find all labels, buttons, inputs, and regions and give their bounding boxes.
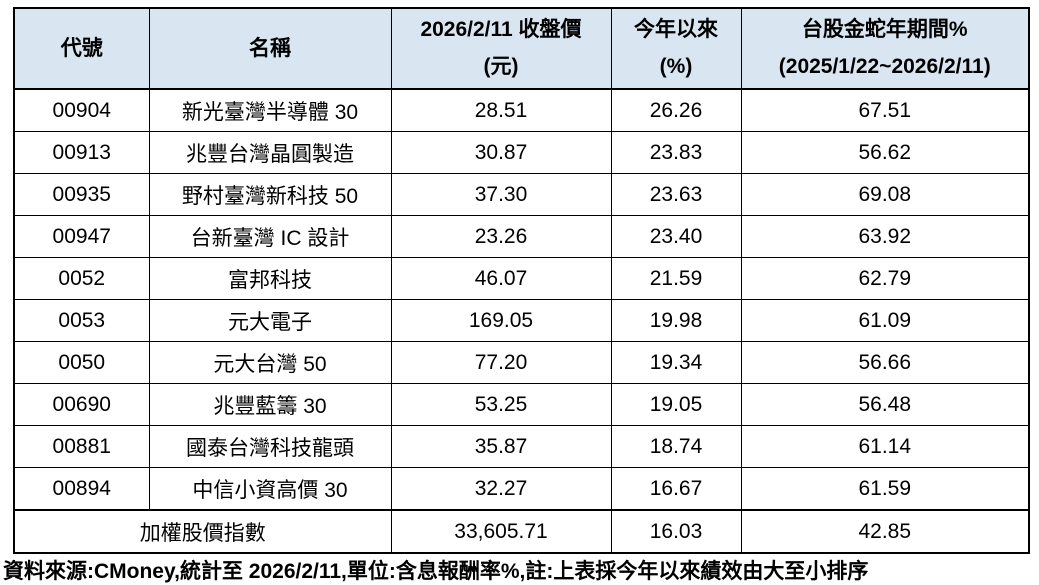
- period-cell: 61.59: [740, 467, 1030, 511]
- name-cell: 中信小資高價 30: [148, 467, 392, 511]
- name-cell: 國泰台灣科技龍頭: [148, 425, 392, 468]
- code-cell: 00904: [13, 88, 150, 132]
- ytd-cell: 19.34: [610, 341, 742, 384]
- period-cell: 67.51: [740, 88, 1030, 132]
- etf-performance-table: 代號 名稱 2026/2/11 收盤價 (元) 今年以來 (%) 台股金蛇年期間…: [13, 7, 1030, 554]
- close-cell: 23.26: [390, 215, 612, 258]
- header-row: 代號 名稱 2026/2/11 收盤價 (元) 今年以來 (%) 台股金蛇年期間…: [13, 7, 1030, 90]
- name-cell: 元大台灣 50: [148, 341, 392, 384]
- summary-row: 加權股價指數 33,605.71 16.03 42.85: [13, 509, 1030, 554]
- ytd-cell: 26.26: [610, 88, 742, 132]
- period-cell: 62.79: [740, 257, 1030, 300]
- col-header-ytd: 今年以來 (%): [610, 7, 742, 90]
- ytd-cell: 23.83: [610, 131, 742, 174]
- col-header-ytd-line2: (%): [659, 55, 693, 78]
- ytd-cell: 23.40: [610, 215, 742, 258]
- period-cell: 69.08: [740, 173, 1030, 216]
- code-cell: 00690: [13, 383, 150, 426]
- period-cell: 61.09: [740, 299, 1030, 342]
- col-header-code: 代號: [13, 7, 150, 90]
- ytd-cell: 16.67: [610, 467, 742, 511]
- name-cell: 新光臺灣半導體 30: [148, 88, 392, 132]
- table-row: 00913 兆豐台灣晶圓製造 30.87 23.83 56.62: [13, 131, 1030, 174]
- close-cell: 37.30: [390, 173, 612, 216]
- table-row: 0053 元大電子 169.05 19.98 61.09: [13, 299, 1030, 342]
- code-cell: 00935: [13, 173, 150, 216]
- period-cell: 56.66: [740, 341, 1030, 384]
- close-cell: 30.87: [390, 131, 612, 174]
- period-cell: 42.85: [740, 509, 1030, 554]
- ytd-cell: 21.59: [610, 257, 742, 300]
- ytd-cell: 19.98: [610, 299, 742, 342]
- table-row: 00881 國泰台灣科技龍頭 35.87 18.74 61.14: [13, 425, 1030, 468]
- col-header-close-line1: 2026/2/11 收盤價: [420, 18, 582, 41]
- ytd-cell: 16.03: [610, 509, 742, 554]
- close-cell: 33,605.71: [390, 509, 612, 554]
- name-cell: 野村臺灣新科技 50: [148, 173, 392, 216]
- table-row: 00904 新光臺灣半導體 30 28.51 26.26 67.51: [13, 88, 1030, 132]
- code-cell: 0052: [13, 257, 150, 300]
- code-cell: 0053: [13, 299, 150, 342]
- code-cell: 00947: [13, 215, 150, 258]
- code-cell: 0050: [13, 341, 150, 384]
- name-cell: 台新臺灣 IC 設計: [148, 215, 392, 258]
- col-header-close-line2: (元): [483, 55, 519, 78]
- name-cell: 富邦科技: [148, 257, 392, 300]
- close-cell: 53.25: [390, 383, 612, 426]
- name-cell: 兆豐藍籌 30: [148, 383, 392, 426]
- source-note: 資料來源:CMoney,統計至 2026/2/11,單位:含息報酬率%,註:上表…: [3, 560, 869, 583]
- close-cell: 35.87: [390, 425, 612, 468]
- close-cell: 32.27: [390, 467, 612, 511]
- close-cell: 77.20: [390, 341, 612, 384]
- table-row: 0052 富邦科技 46.07 21.59 62.79: [13, 257, 1030, 300]
- period-cell: 61.14: [740, 425, 1030, 468]
- ytd-cell: 18.74: [610, 425, 742, 468]
- code-cell: 00913: [13, 131, 150, 174]
- col-header-ytd-line1: 今年以來: [634, 18, 718, 41]
- table-row: 00947 台新臺灣 IC 設計 23.26 23.40 63.92: [13, 215, 1030, 258]
- ytd-cell: 23.63: [610, 173, 742, 216]
- close-cell: 169.05: [390, 299, 612, 342]
- close-cell: 46.07: [390, 257, 612, 300]
- table-row: 0050 元大台灣 50 77.20 19.34 56.66: [13, 341, 1030, 384]
- table-row: 00690 兆豐藍籌 30 53.25 19.05 56.48: [13, 383, 1030, 426]
- period-cell: 63.92: [740, 215, 1030, 258]
- col-header-period-line2: (2025/1/22~2026/2/11): [778, 55, 991, 78]
- col-header-period-line1: 台股金蛇年期間%: [801, 18, 968, 41]
- name-cell: 元大電子: [148, 299, 392, 342]
- summary-label-cell: 加權股價指數: [13, 509, 392, 554]
- col-header-period: 台股金蛇年期間% (2025/1/22~2026/2/11): [740, 7, 1030, 90]
- table-row: 00894 中信小資高價 30 32.27 16.67 61.59: [13, 467, 1030, 511]
- ytd-cell: 19.05: [610, 383, 742, 426]
- table-row: 00935 野村臺灣新科技 50 37.30 23.63 69.08: [13, 173, 1030, 216]
- col-header-close: 2026/2/11 收盤價 (元): [390, 7, 612, 90]
- col-header-name: 名稱: [148, 7, 392, 90]
- period-cell: 56.62: [740, 131, 1030, 174]
- code-cell: 00881: [13, 425, 150, 468]
- name-cell: 兆豐台灣晶圓製造: [148, 131, 392, 174]
- close-cell: 28.51: [390, 88, 612, 132]
- period-cell: 56.48: [740, 383, 1030, 426]
- code-cell: 00894: [13, 467, 150, 511]
